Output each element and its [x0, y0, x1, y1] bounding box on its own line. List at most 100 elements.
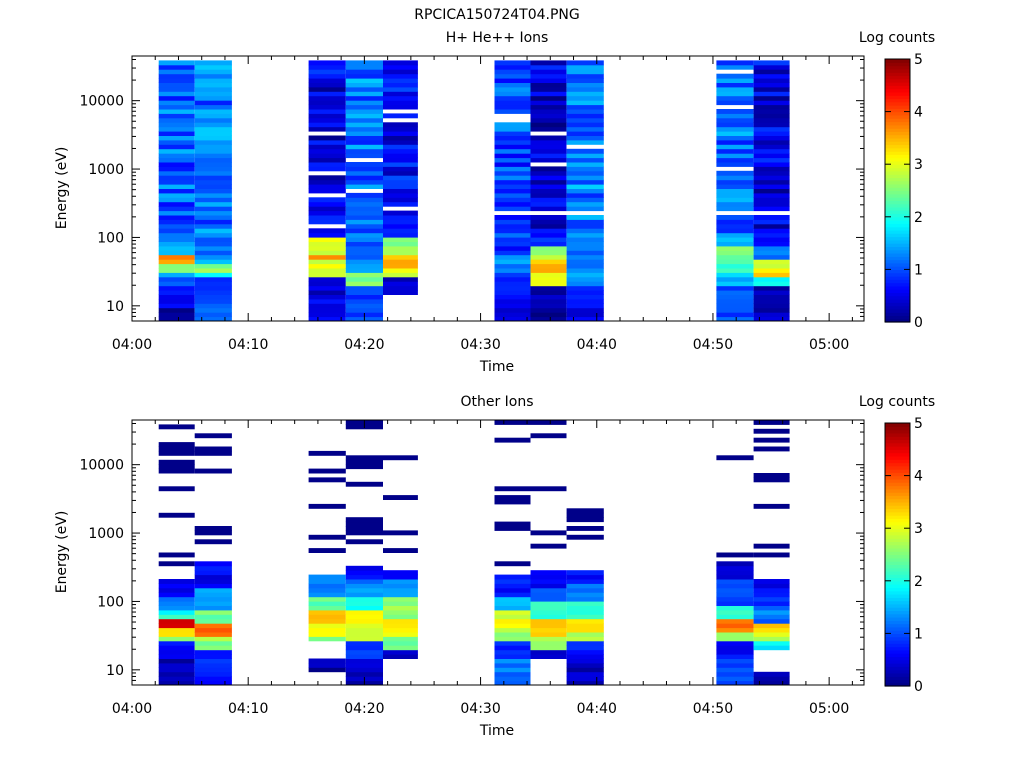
heatmap-cell — [716, 86, 754, 92]
heatmap-cell — [158, 215, 195, 220]
heatmap-cell — [383, 649, 418, 655]
heatmap-cell — [530, 627, 567, 633]
heatmap-cell — [345, 632, 383, 637]
colorbar-swatch — [885, 68, 910, 73]
colorbar-swatch — [885, 610, 910, 615]
heatmap-cell — [530, 64, 567, 70]
colorbar-swatch — [885, 446, 910, 450]
heatmap-cell — [566, 109, 604, 114]
heatmap-cell — [158, 192, 195, 198]
heatmap-cell — [530, 157, 567, 163]
heatmap-cell — [383, 609, 418, 615]
heatmap-cell — [566, 654, 604, 659]
heatmap-cell — [494, 254, 531, 260]
heatmap-cell — [494, 78, 531, 83]
heatmap-cell — [753, 170, 790, 176]
colorbar-swatch — [885, 432, 910, 437]
heatmap-cell — [566, 179, 604, 185]
colorbar-swatch — [885, 436, 910, 440]
heatmap-cell — [716, 662, 754, 668]
x-tick-label: 04:10 — [228, 337, 268, 353]
heatmap-cell — [716, 614, 754, 620]
heatmap-cell — [494, 499, 531, 505]
heatmap-cell — [345, 117, 383, 123]
colorbar-swatch — [885, 236, 910, 241]
heatmap-cell — [308, 219, 346, 225]
heatmap-cell — [716, 272, 754, 278]
heatmap-cell — [566, 627, 604, 633]
colorbar-swatch — [885, 282, 910, 287]
colorbar-swatch — [885, 78, 910, 83]
heatmap-cell — [530, 135, 567, 141]
heatmap-cell — [194, 95, 232, 101]
heatmap-cell — [530, 649, 567, 655]
colorbar-swatch — [885, 285, 910, 290]
heatmap-cell — [566, 601, 604, 606]
heatmap-cell — [566, 272, 604, 278]
heatmap-cell — [753, 215, 790, 220]
heatmap-cell — [566, 64, 604, 70]
heatmap-cell — [158, 131, 195, 136]
heatmap-cell — [194, 263, 232, 269]
heatmap-cell — [494, 614, 531, 620]
x-tick-label: 04:30 — [460, 701, 500, 717]
heatmap-cell — [716, 303, 754, 309]
heatmap-cell — [308, 316, 346, 322]
heatmap-cell — [194, 139, 232, 145]
heatmap-cell — [345, 82, 383, 88]
heatmap-cell — [383, 64, 418, 70]
heatmap-cell — [345, 268, 383, 273]
heatmap-cell — [345, 285, 383, 291]
colorbar-swatch — [885, 626, 910, 631]
colorbar-swatch — [885, 528, 910, 533]
heatmap-cell — [345, 197, 383, 203]
heatmap-cell — [158, 245, 195, 251]
heatmap-cell — [494, 148, 531, 154]
heatmap-cell — [194, 632, 232, 637]
heatmap-cell — [345, 228, 383, 234]
colorbar-tick-label: 2 — [914, 574, 923, 590]
heatmap-cell — [345, 113, 383, 119]
heatmap-cell — [158, 552, 195, 558]
heatmap-cell — [753, 250, 790, 256]
heatmap-cell — [530, 241, 567, 247]
heatmap-cell — [308, 627, 346, 633]
colorbar-swatch — [885, 659, 910, 664]
colorbar-swatch — [885, 623, 910, 628]
heatmap-cell — [716, 131, 754, 136]
heatmap-cell — [345, 272, 383, 278]
heatmap-cell — [158, 78, 195, 83]
heatmap-cell — [194, 215, 232, 220]
heatmap-cell — [716, 192, 754, 198]
colorbar-swatch — [885, 531, 910, 536]
heatmap-cell — [308, 667, 346, 673]
colorbar-swatch — [885, 243, 910, 247]
heatmap-cell — [345, 139, 383, 145]
heatmap-cell — [566, 215, 604, 220]
heatmap-cell — [158, 272, 195, 278]
heatmap-cell — [494, 69, 531, 75]
heatmap-cell — [494, 272, 531, 278]
heatmap-cell — [753, 184, 790, 189]
heatmap-cell — [753, 587, 790, 593]
heatmap-cell — [194, 561, 232, 567]
y-tick-label: 1000 — [88, 526, 124, 542]
heatmap-cell — [194, 268, 232, 273]
heatmap-cell — [494, 100, 531, 106]
heatmap-cell — [494, 587, 531, 593]
heatmap-cell — [308, 477, 346, 483]
heatmap-cell — [158, 135, 195, 141]
heatmap-cell — [308, 614, 346, 620]
heatmap-cell — [158, 618, 195, 624]
heatmap-cell — [308, 596, 346, 602]
heatmap-cell — [194, 636, 232, 642]
heatmap-cell — [194, 290, 232, 295]
colorbar-swatch — [885, 91, 910, 96]
colorbar-swatch — [885, 256, 910, 261]
heatmap-cell — [194, 188, 232, 194]
heatmap-cell — [158, 228, 195, 234]
heatmap-cell — [308, 254, 346, 260]
colorbar-swatch — [885, 524, 910, 529]
heatmap-cell — [345, 78, 383, 83]
x-tick-label: 05:00 — [809, 337, 849, 353]
